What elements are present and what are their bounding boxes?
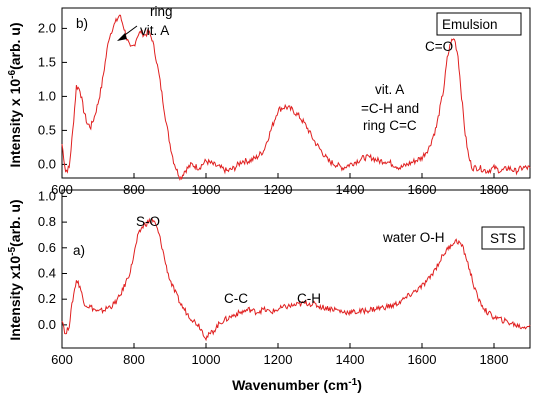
x-ticks: 600 800 1000 1200 1400 1600 1800 [51, 343, 508, 367]
annotation-ch-and: =C-H and [361, 101, 419, 116]
annotation-co: C=O [425, 39, 453, 54]
annotation-ch: C-H [297, 291, 321, 306]
annotation-water-oh: water O-H [382, 230, 445, 245]
panel-b: 0.0 0.5 1.0 1.5 2.0 600 800 1000 1200 1400 1600 18… [7, 4, 531, 197]
x-tick-label: 1400 [336, 352, 365, 367]
panel-label: a) [73, 243, 85, 258]
y-tick-label: 0.2 [38, 291, 56, 306]
y-tick-label: 1.0 [38, 88, 56, 103]
y-tick-label: 0.4 [38, 265, 56, 280]
legend-box [436, 12, 522, 36]
annotation-arrow [117, 25, 138, 41]
x-tick-label: 600 [51, 352, 73, 367]
x-tick-label: 1600 [408, 352, 437, 367]
x-tick-label: 1800 [480, 352, 509, 367]
plot-frame [61, 189, 531, 349]
series-line [61, 217, 531, 342]
panel-label: b) [76, 16, 88, 31]
y-tick-label: 0.8 [38, 214, 56, 229]
y-tick-label: 0.0 [38, 317, 56, 332]
annotation-vit-a-1: vit. A [140, 23, 169, 38]
x-tick-label: 1000 [192, 352, 221, 367]
y-axis-label: Intensity x 10-6(arb. u) [7, 22, 23, 167]
x-ticks: 600 800 1000 1200 1400 1600 1800 [51, 173, 508, 197]
annotation-vit-a-2: vit. A [375, 82, 404, 97]
x-tick-label: 800 [123, 352, 145, 367]
y-ticks: 0.0 0.5 1.0 1.5 2.0 [38, 20, 67, 171]
annotation-ring: ring [150, 4, 173, 19]
annotation-ring-cc: ring C=C [363, 118, 417, 133]
annotation-cc: C-C [224, 291, 248, 306]
x-tick-label: 1200 [264, 352, 293, 367]
y-tick-label: 2.0 [38, 20, 56, 35]
series-line [61, 14, 531, 181]
y-tick-label: 1.0 [38, 188, 56, 203]
y-tick-label: 0.6 [38, 240, 56, 255]
legend-label: STS [490, 231, 516, 246]
y-tick-label: 0.0 [38, 156, 56, 171]
x-axis-label: Wavenumber (cm-1) [232, 377, 362, 393]
panel-a: 0.0 0.2 0.4 0.6 0.8 1.0 600 800 1000 1200 1400 160… [7, 188, 531, 393]
legend-box [481, 226, 525, 250]
y-tick-label: 1.5 [38, 54, 56, 69]
legend-label: Emulsion [442, 17, 498, 32]
y-ticks: 0.0 0.2 0.4 0.6 0.8 1.0 [38, 188, 67, 332]
annotation-so: S-O [136, 214, 160, 229]
y-tick-label: 0.5 [38, 122, 56, 137]
y-axis-label: Intensity x10-5(arb. u) [7, 199, 23, 340]
plot-frame [61, 7, 531, 179]
